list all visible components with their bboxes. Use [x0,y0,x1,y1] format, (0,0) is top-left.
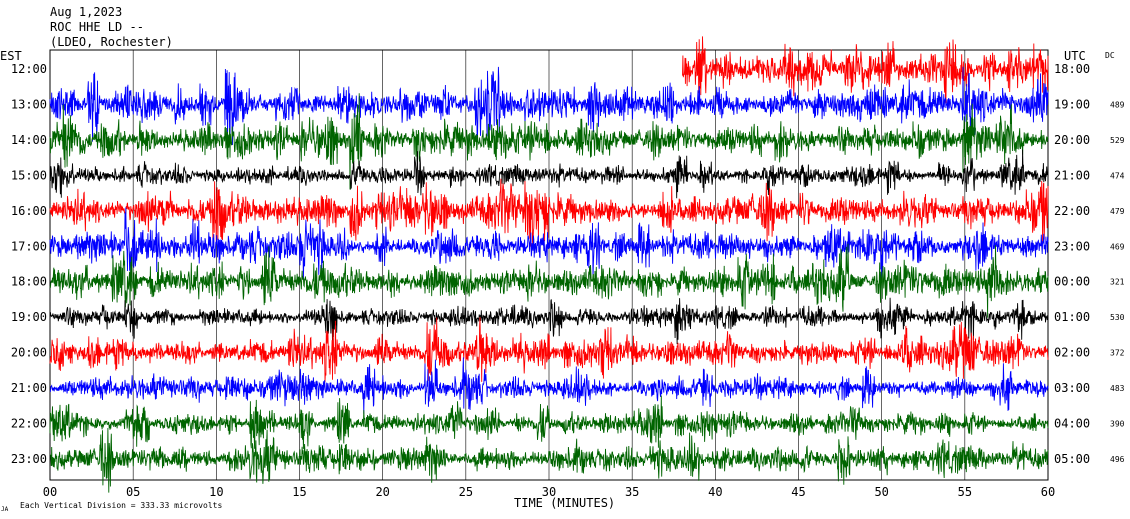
x-tick-label: 55 [958,485,972,499]
chart-date: Aug 1,2023 [50,5,122,19]
seismic-trace [49,357,1049,414]
est-hour-label: 19:00 [11,310,47,324]
seismic-trace [49,243,1049,318]
x-tick-label: 60 [1041,485,1055,499]
est-hour-label: 16:00 [11,204,47,218]
utc-hour-label: 04:00 [1054,417,1090,431]
dc-offset-label: 372 [1110,349,1125,358]
x-tick-label: 05 [126,485,140,499]
chart-network: (LDEO, Rochester) [50,35,173,49]
x-tick-label: 50 [874,485,888,499]
seismic-trace [49,93,1049,190]
dc-label: DC [1105,51,1115,60]
seismic-trace [49,207,1049,281]
utc-label: UTC [1064,49,1086,63]
utc-hour-label: 23:00 [1054,239,1090,253]
x-tick-label: 20 [375,485,389,499]
est-label: EST [0,49,22,63]
x-tick-label: 15 [292,485,306,499]
dc-offset-label: 496 [1110,455,1125,464]
seismic-trace [49,297,1049,345]
x-tick-label: 00 [43,485,57,499]
utc-hour-label: 02:00 [1054,346,1090,360]
seismic-trace [681,36,1049,104]
dc-offset-label: 390 [1110,420,1125,429]
est-hour-label: 21:00 [11,381,47,395]
est-hour-label: 13:00 [11,97,47,111]
x-tick-label: 45 [791,485,805,499]
seismic-trace [49,178,1049,248]
x-tick-label: 35 [625,485,639,499]
seismic-trace [49,317,1049,383]
x-tick-group: 00 05 10 15 20 25 30 35 40 45 50 55 60 [43,485,1055,499]
utc-hour-label: 20:00 [1054,133,1090,147]
est-hour-label: 23:00 [11,452,47,466]
plot-grid [132,50,966,480]
utc-hour-label: 00:00 [1054,275,1090,289]
dc-offset-label: 483 [1110,384,1125,393]
vertical-division-note: Each Vertical Division = 333.33 microvol… [20,501,222,510]
trace-group [49,36,1049,493]
x-tick-label: 30 [542,485,556,499]
utc-hour-label: 19:00 [1054,97,1090,111]
seismic-trace [49,427,1049,493]
dc-offset-label: 489 [1110,100,1125,109]
dc-offset-label: 479 [1110,207,1125,216]
est-hour-label: 15:00 [11,168,47,182]
est-hour-label: 22:00 [11,417,47,431]
est-hour-label: 12:00 [11,62,47,76]
utc-hour-label: 05:00 [1054,452,1090,466]
seismic-trace [49,395,1049,449]
dc-offset-label: 474 [1110,171,1125,180]
chart-station: ROC HHE LD -- [50,20,144,34]
x-axis-label: TIME (MINUTES) [514,496,615,510]
est-hour-label: 14:00 [11,133,47,147]
dc-offset-label: 530 [1110,313,1125,322]
x-tick-label: 40 [708,485,722,499]
dc-offset-label: 529 [1110,136,1125,145]
seismic-trace [49,149,1049,199]
dc-offset-label: 321 [1110,278,1125,287]
utc-hour-label: 22:00 [1054,204,1090,218]
dc-offset-label: 469 [1110,242,1125,251]
utc-hour-label: 18:00 [1054,62,1090,76]
est-hour-label: 18:00 [11,275,47,289]
label-group: 12:00 18:00 13:00 19:00 489 14:00 20:00 529 15:0… [11,62,1125,466]
utc-hour-label: 01:00 [1054,310,1090,324]
utc-hour-label: 03:00 [1054,381,1090,395]
footer-mark: JA [1,506,9,513]
x-tick-label: 25 [459,485,473,499]
x-tick-label: 10 [209,485,223,499]
est-hour-label: 20:00 [11,346,47,360]
utc-hour-label: 21:00 [1054,168,1090,182]
seismic-trace [49,66,1049,146]
est-hour-label: 17:00 [11,239,47,253]
